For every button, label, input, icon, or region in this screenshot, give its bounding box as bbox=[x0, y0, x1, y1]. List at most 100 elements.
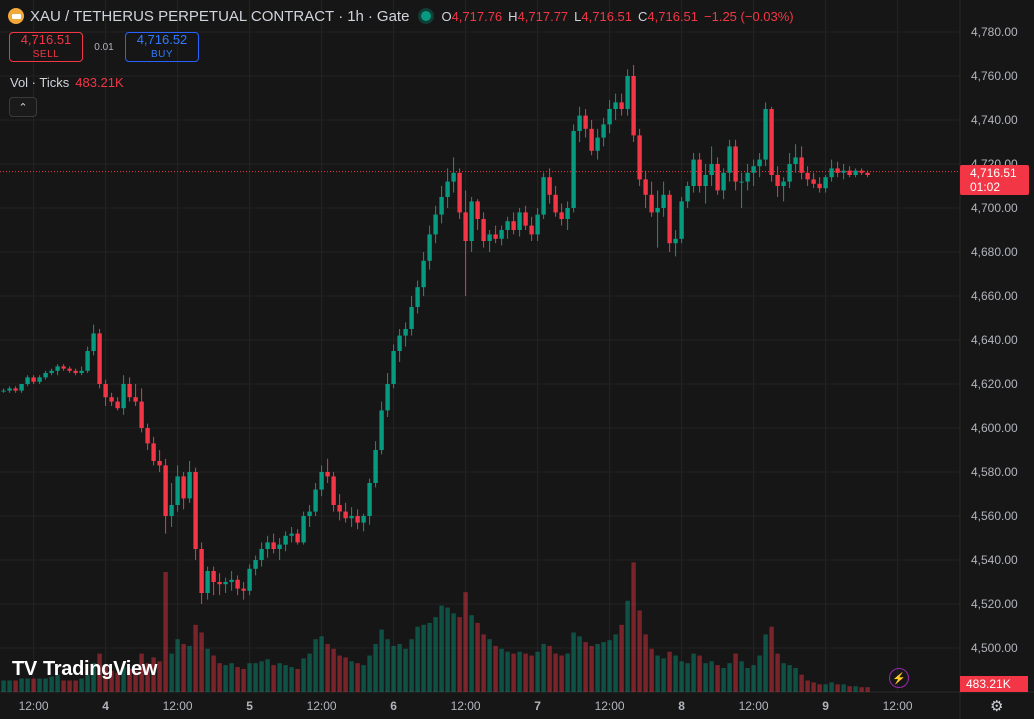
tradingview-logo[interactable]: TV TradingView bbox=[12, 658, 157, 681]
candle-body bbox=[313, 489, 318, 512]
volume-bar bbox=[91, 663, 96, 692]
high-value: 4,717.77 bbox=[517, 8, 569, 24]
candle-body bbox=[277, 544, 282, 549]
volume-bar bbox=[445, 607, 450, 692]
volume-bar bbox=[589, 645, 594, 692]
volume-bar bbox=[157, 661, 162, 692]
candle-body bbox=[721, 172, 726, 191]
volume-bar bbox=[427, 622, 432, 692]
volume-bar bbox=[325, 644, 330, 692]
candle-body bbox=[511, 221, 516, 230]
time-axis-label: 9 bbox=[822, 699, 829, 713]
volume-bar bbox=[679, 661, 684, 692]
last-price-value: 4,716.51 bbox=[970, 166, 1017, 180]
candle-body bbox=[655, 208, 660, 213]
candle-body bbox=[85, 351, 90, 371]
tradingview-mark-icon: TV bbox=[12, 658, 37, 680]
volume-bar bbox=[151, 657, 156, 692]
collapse-legend-button[interactable]: ⌃ bbox=[9, 97, 37, 117]
buy-button[interactable]: 4,716.52 BUY bbox=[125, 32, 199, 62]
volume-bar bbox=[823, 684, 828, 692]
candle-body bbox=[331, 476, 336, 505]
volume-bar bbox=[79, 678, 84, 692]
price-axis-label: 4,540.00 bbox=[971, 553, 1018, 567]
price-axis-label: 4,600.00 bbox=[971, 421, 1018, 435]
price-axis-label: 4,740.00 bbox=[971, 113, 1018, 127]
volume-bar bbox=[49, 676, 54, 692]
candle-body bbox=[715, 164, 720, 191]
volume-bar bbox=[685, 663, 690, 692]
candle-body bbox=[469, 201, 474, 241]
volume-bar bbox=[487, 639, 492, 692]
candle-body bbox=[691, 159, 696, 186]
time-axis-label: 4 bbox=[102, 699, 109, 713]
volume-legend[interactable]: Vol · Ticks 483.21K bbox=[10, 75, 124, 90]
interval-label[interactable]: 1h bbox=[347, 7, 364, 25]
volume-bar bbox=[799, 674, 804, 692]
chevron-up-icon: ⌃ bbox=[18, 101, 28, 114]
price-axis-label: 4,620.00 bbox=[971, 377, 1018, 391]
market-open-indicator bbox=[421, 11, 432, 21]
candle-body bbox=[301, 516, 306, 543]
symbol-logo-icon bbox=[8, 8, 24, 24]
candle-body bbox=[571, 131, 576, 208]
candle-body bbox=[733, 146, 738, 182]
sell-button[interactable]: 4,716.51 SELL bbox=[9, 32, 83, 62]
candle-body bbox=[73, 370, 78, 373]
volume-bar bbox=[721, 668, 726, 692]
volume-bar bbox=[319, 636, 324, 692]
candle-body bbox=[265, 542, 270, 549]
volume-bar bbox=[433, 617, 438, 692]
candle-body bbox=[145, 428, 150, 444]
candle-body bbox=[601, 124, 606, 138]
volume-bar bbox=[391, 645, 396, 692]
volume-bar bbox=[463, 592, 468, 692]
volume-bar bbox=[145, 663, 150, 692]
candle-body bbox=[637, 135, 642, 180]
candle-body bbox=[805, 172, 810, 180]
volume-bar bbox=[661, 658, 666, 692]
candle-body bbox=[475, 201, 480, 219]
volume-bar bbox=[469, 615, 474, 692]
volume-bar bbox=[607, 640, 612, 692]
candle-body bbox=[703, 175, 708, 186]
candle-body bbox=[547, 177, 552, 195]
volume-legend-label: Vol · Ticks bbox=[10, 75, 70, 90]
candle-body bbox=[607, 109, 612, 125]
time-axis-label: 12:00 bbox=[19, 699, 49, 713]
volume-bar bbox=[61, 680, 66, 692]
price-axis-label: 4,520.00 bbox=[971, 597, 1018, 611]
sell-label: SELL bbox=[32, 49, 60, 60]
candle-body bbox=[589, 128, 594, 151]
lightning-icon[interactable]: ⚡ bbox=[889, 668, 909, 688]
chart-legend-header: XAU / TETHERUS PERPETUAL CONTRACT · 1h ·… bbox=[8, 6, 794, 26]
volume-bar bbox=[349, 661, 354, 692]
volume-bar bbox=[397, 644, 402, 692]
volume-bar bbox=[109, 670, 114, 692]
volume-bar bbox=[745, 668, 750, 692]
volume-bar bbox=[553, 653, 558, 692]
candle-body bbox=[427, 234, 432, 261]
candle-body bbox=[685, 186, 690, 202]
candle-body bbox=[127, 384, 132, 398]
volume-bar bbox=[649, 648, 654, 692]
price-axis-label: 4,680.00 bbox=[971, 245, 1018, 259]
candle-body bbox=[37, 377, 42, 382]
candle-body bbox=[199, 549, 204, 593]
candle-body bbox=[373, 450, 378, 483]
volume-bar bbox=[517, 651, 522, 692]
volume-bar bbox=[199, 632, 204, 692]
price-axis-label: 4,560.00 bbox=[971, 509, 1018, 523]
candle-body bbox=[295, 533, 300, 543]
candle-body bbox=[361, 516, 366, 523]
gear-icon[interactable]: ⚙ bbox=[990, 698, 1004, 715]
time-axis-label: 12:00 bbox=[163, 699, 193, 713]
volume-bar bbox=[523, 653, 528, 692]
volume-bar bbox=[577, 636, 582, 692]
volume-bar bbox=[547, 645, 552, 692]
candle-body bbox=[103, 384, 108, 398]
candle-body bbox=[487, 234, 492, 241]
symbol-title[interactable]: XAU / TETHERUS PERPETUAL CONTRACT bbox=[30, 7, 335, 25]
